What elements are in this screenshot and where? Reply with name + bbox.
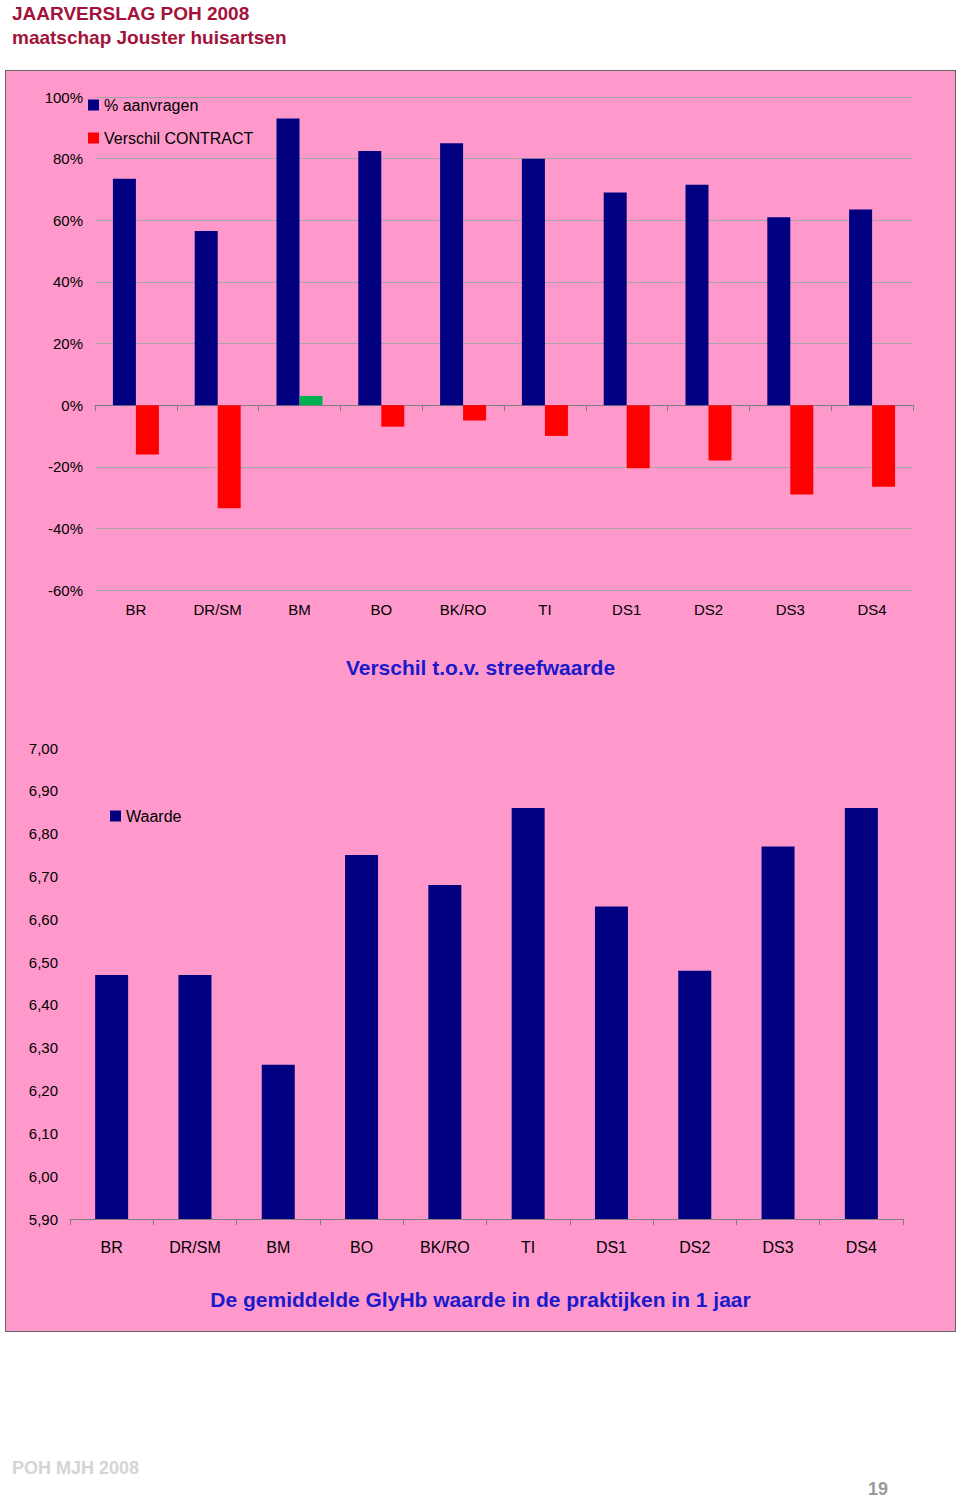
svg-text:-60%: -60%	[48, 582, 83, 599]
svg-text:TI: TI	[521, 1239, 535, 1256]
html-text:maatschap Jouster huisartsen: maatschap Jouster huisartsen	[12, 27, 287, 48]
svg-text:60%: 60%	[53, 212, 83, 229]
svg-text:5,90: 5,90	[29, 1211, 58, 1228]
svg-text:7,00: 7,00	[29, 740, 58, 757]
svg-text:% aanvragen: % aanvragen	[104, 97, 198, 114]
html-text:JAARVERSLAG POH 2008: JAARVERSLAG POH 2008	[12, 3, 250, 24]
svg-text:BR: BR	[125, 601, 146, 618]
svg-text:6,80: 6,80	[29, 825, 58, 842]
svg-text:BO: BO	[350, 1239, 373, 1256]
svg-text:BR: BR	[101, 1239, 123, 1256]
svg-text:DS2: DS2	[694, 601, 723, 618]
svg-text:Waarde: Waarde	[126, 808, 182, 825]
svg-text:BK/RO: BK/RO	[440, 601, 487, 618]
svg-text:DR/SM: DR/SM	[194, 601, 242, 618]
svg-text:BM: BM	[288, 601, 311, 618]
svg-text:BK/RO: BK/RO	[420, 1239, 470, 1256]
svg-text:6,20: 6,20	[29, 1082, 58, 1099]
svg-text:DS2: DS2	[679, 1239, 710, 1256]
svg-text:6,30: 6,30	[29, 1039, 58, 1056]
svg-text:DS1: DS1	[612, 601, 641, 618]
svg-text:De gemiddelde GlyHb waarde in: De gemiddelde GlyHb waarde in de praktij…	[210, 1288, 750, 1311]
svg-text:-40%: -40%	[48, 520, 83, 537]
svg-text:DS4: DS4	[858, 601, 887, 618]
svg-text:DS4: DS4	[846, 1239, 877, 1256]
svg-text:6,00: 6,00	[29, 1168, 58, 1185]
svg-text:6,90: 6,90	[29, 782, 58, 799]
svg-text:Verschil t.o.v. streefwaarde: Verschil t.o.v. streefwaarde	[346, 656, 615, 679]
svg-text:80%: 80%	[53, 150, 83, 167]
svg-text:6,50: 6,50	[29, 954, 58, 971]
html-text:POH MJH 2008: POH MJH 2008	[12, 1458, 140, 1478]
svg-text:Verschil CONTRACT: Verschil CONTRACT	[104, 130, 254, 147]
svg-text:100%: 100%	[45, 89, 83, 106]
svg-text:6,10: 6,10	[29, 1125, 58, 1142]
svg-text:-20%: -20%	[48, 458, 83, 475]
svg-text:DR/SM: DR/SM	[169, 1239, 221, 1256]
svg-text:BM: BM	[266, 1239, 290, 1256]
svg-text:6,40: 6,40	[29, 996, 58, 1013]
svg-text:20%: 20%	[53, 335, 83, 352]
html-text:19: 19	[868, 1479, 888, 1499]
svg-text:40%: 40%	[53, 273, 83, 290]
svg-text:DS3: DS3	[776, 601, 805, 618]
svg-text:BO: BO	[370, 601, 392, 618]
svg-text:6,70: 6,70	[29, 868, 58, 885]
svg-text:6,60: 6,60	[29, 911, 58, 928]
svg-text:DS3: DS3	[762, 1239, 793, 1256]
svg-text:0%: 0%	[61, 397, 83, 414]
svg-text:TI: TI	[538, 601, 551, 618]
svg-text:DS1: DS1	[596, 1239, 627, 1256]
